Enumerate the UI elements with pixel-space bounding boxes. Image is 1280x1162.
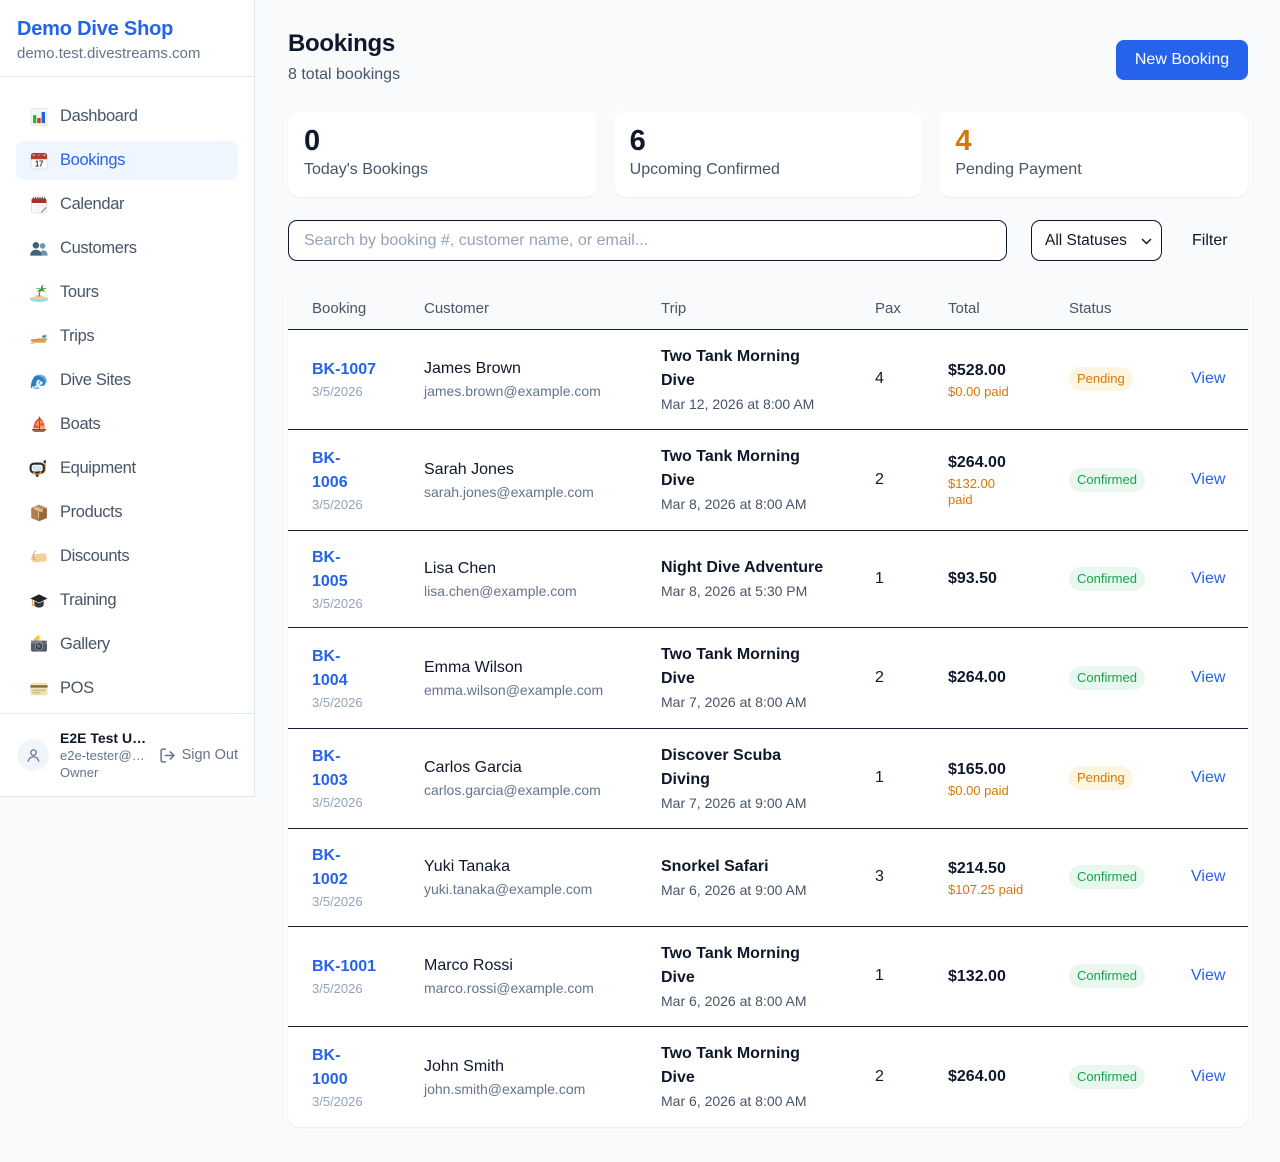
svg-text:17: 17	[35, 159, 44, 168]
